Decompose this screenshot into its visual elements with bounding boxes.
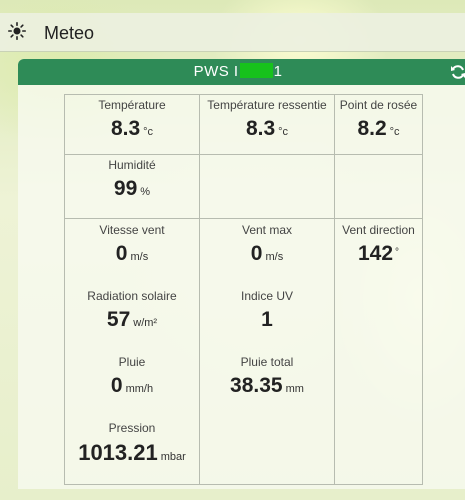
column-windmax-uv-raintotal: Vent max 0 m/s Indice UV 1 Pluie total 38…	[199, 218, 335, 485]
wind-max-value: 0 m/s	[250, 242, 284, 265]
solar-radiation-value: 57 w/m²	[106, 308, 158, 331]
wind-speed-unit: m/s	[130, 251, 149, 263]
temperature-label: Température	[98, 98, 166, 112]
rain-total-value: 38.35 mm	[230, 374, 304, 397]
dew-point-unit: °c	[389, 126, 400, 138]
pressure-value: 1013.21 mbar	[78, 440, 186, 465]
pressure-unit: mbar	[160, 451, 186, 463]
rain-value: 0 mm/h	[110, 374, 154, 397]
rain-total-label: Pluie total	[240, 355, 294, 369]
refresh-icon[interactable]	[450, 64, 465, 80]
cell-empty-1	[199, 154, 335, 219]
rain-unit: mm/h	[125, 383, 154, 395]
wind-max-label: Vent max	[241, 223, 293, 237]
temperature-value: 8.3 °c	[110, 117, 154, 140]
wind-direction-label: Vent direction	[342, 223, 415, 237]
pressure-label: Pression	[108, 421, 156, 435]
wind-max-unit: m/s	[265, 251, 284, 263]
cell-temperature: Température 8.3 °c	[64, 94, 200, 155]
temperature-unit: °c	[143, 126, 154, 138]
rain-total-unit: mm	[285, 383, 304, 395]
redacted-block	[239, 63, 273, 78]
station-title: PWS I 1	[18, 63, 458, 80]
rain-label: Pluie	[118, 355, 146, 369]
column-wind-solar-rain-pressure: Vitesse vent 0 m/s Radiation solaire 57 w/…	[64, 218, 200, 485]
app-title: Meteo	[44, 23, 95, 43]
uv-index-value: 1	[261, 308, 273, 331]
widget-header: PWS I 1	[18, 59, 465, 85]
humidity-unit: %	[140, 186, 151, 198]
sun-icon	[8, 22, 26, 40]
feels-like-value: 8.3 °c	[245, 117, 289, 140]
cell-feels-like: Température ressentie 8.3 °c	[199, 94, 335, 155]
feels-like-label: Température ressentie	[207, 98, 327, 112]
solar-radiation-unit: w/m²	[133, 317, 158, 329]
cell-dew-point: Point de rosée 8.2 °c	[334, 94, 423, 155]
weather-widget: PWS I 1 Température 8.3 °c Température res…	[18, 59, 465, 489]
dew-point-label: Point de rosée	[339, 98, 418, 112]
station-title-prefix: PWS I	[193, 63, 239, 80]
cell-humidity: Humidité 99%	[64, 154, 200, 219]
weather-table: Température 8.3 °c Température ressentie …	[64, 94, 423, 485]
station-title-suffix: 1	[273, 63, 283, 80]
cell-empty-2	[334, 154, 423, 219]
column-wind-direction: Vent direction 142 °	[334, 218, 423, 485]
uv-index-label: Indice UV	[240, 289, 294, 303]
app-bar: Meteo	[0, 13, 465, 52]
humidity-value: 99%	[113, 177, 151, 200]
wind-speed-label: Vitesse vent	[99, 223, 165, 237]
wind-speed-value: 0 m/s	[115, 242, 149, 265]
humidity-label: Humidité	[108, 158, 156, 172]
feels-like-unit: °c	[278, 126, 289, 138]
wind-direction-value: 142 °	[357, 242, 400, 265]
solar-radiation-label: Radiation solaire	[87, 289, 177, 303]
wind-direction-unit: °	[395, 247, 400, 258]
dew-point-value: 8.2 °c	[357, 117, 400, 140]
